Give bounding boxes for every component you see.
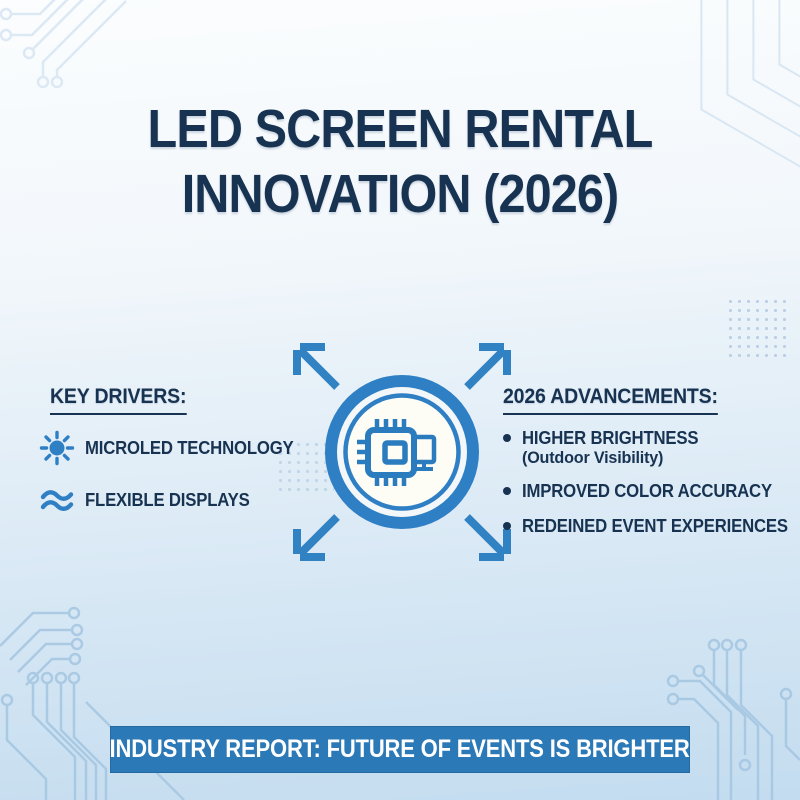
circuit-decoration-top-left bbox=[0, 0, 127, 89]
arrow-top-right-icon bbox=[464, 343, 511, 390]
advancement-label: IMPROVED COLOR ACCURACY bbox=[522, 481, 772, 501]
advancements-heading-text: 2026 ADVANCEMENTS: bbox=[503, 385, 718, 415]
key-drivers-heading: KEY DRIVERS: bbox=[50, 385, 197, 415]
advancement-item: REDEINED EVENT EXPERIENCES bbox=[503, 517, 800, 536]
bullet-dot bbox=[503, 522, 511, 530]
arrow-bottom-right-icon bbox=[464, 514, 511, 561]
bullet-dot bbox=[503, 434, 511, 442]
industry-report-banner: INDUSTRY REPORT: FUTURE OF EVENTS IS BRI… bbox=[110, 726, 690, 773]
driver-label: FLEXIBLE DISPLAYS bbox=[85, 489, 250, 510]
advancement-item: HIGHER BRIGHTNESS (Outdoor Visibility) bbox=[503, 429, 712, 467]
advancement-label: HIGHER BRIGHTNESS bbox=[522, 428, 699, 448]
circuit-decoration-bottom-right bbox=[666, 638, 800, 800]
page-title: LED SCREEN RENTAL INNOVATION (2026) bbox=[40, 97, 760, 227]
driver-item-flexible: FLEXIBLE DISPLAYS bbox=[38, 485, 262, 515]
expansion-arrows bbox=[293, 343, 511, 561]
advancements-heading: 2026 ADVANCEMENTS: bbox=[503, 385, 734, 415]
sun-icon bbox=[39, 430, 75, 466]
key-drivers-heading-text: KEY DRIVERS: bbox=[50, 385, 187, 415]
page-title-line1: LED SCREEN RENTAL bbox=[147, 99, 654, 159]
arrow-bottom-left-icon bbox=[293, 514, 340, 561]
microchip-display-icon bbox=[357, 419, 437, 486]
center-expansion-graphic bbox=[293, 343, 511, 561]
advancement-item: IMPROVED COLOR ACCURACY bbox=[503, 482, 791, 501]
advancement-sublabel: (Outdoor Visibility) bbox=[522, 448, 664, 467]
page-title-line2: INNOVATION (2026) bbox=[181, 163, 619, 224]
chip-circle-badge bbox=[325, 375, 479, 529]
industry-report-banner-text: INDUSTRY REPORT: FUTURE OF EVENTS IS BRI… bbox=[109, 735, 691, 763]
driver-label: MICROLED TECHNOLOGY bbox=[85, 437, 294, 458]
dot-grid-left bbox=[276, 440, 334, 496]
driver-item-microled: MICROLED TECHNOLOGY bbox=[38, 429, 309, 467]
waves-icon bbox=[40, 490, 74, 511]
dot-grid-right bbox=[726, 297, 792, 363]
arrow-top-left-icon bbox=[293, 343, 340, 390]
advancement-label: REDEINED EVENT EXPERIENCES bbox=[522, 516, 788, 536]
bullet-dot bbox=[503, 487, 511, 495]
